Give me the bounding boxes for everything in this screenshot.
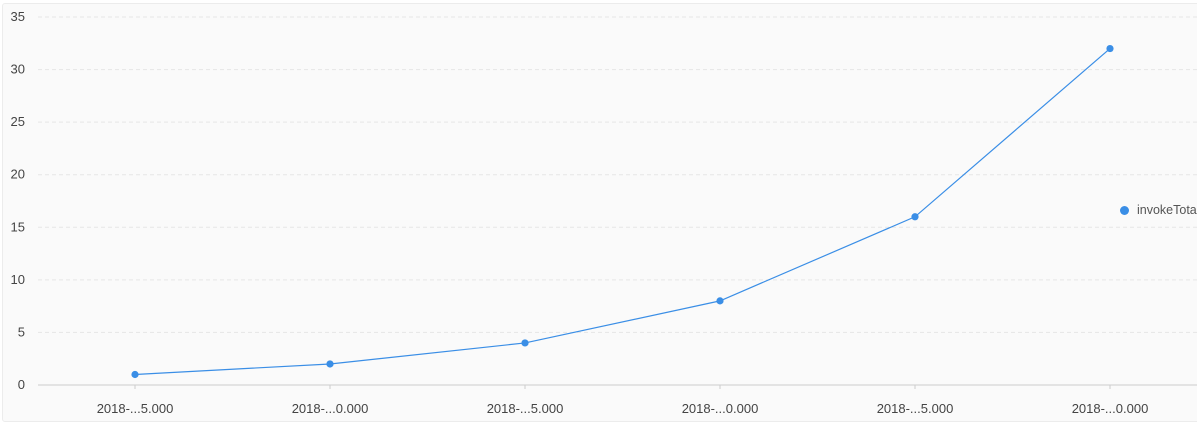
x-tick-label: 2018-...5.000 xyxy=(877,401,954,416)
data-point xyxy=(911,213,919,221)
y-tick-label: 20 xyxy=(11,167,25,182)
x-tick-label: 2018-...0.000 xyxy=(1072,401,1149,416)
x-tick-label: 2018-...5.000 xyxy=(97,401,174,416)
chart-panel xyxy=(2,3,1197,422)
series-line xyxy=(134,48,1111,376)
y-tick-label: 10 xyxy=(11,272,25,287)
y-tick-label: 30 xyxy=(11,62,25,77)
legend-label: invokeTota xyxy=(1137,203,1197,217)
y-tick-label: 25 xyxy=(11,114,25,129)
data-point xyxy=(326,360,334,368)
data-point xyxy=(131,370,139,379)
data-point xyxy=(521,339,529,347)
y-tick-label: 35 xyxy=(11,9,25,24)
y-tick-label: 5 xyxy=(18,324,25,339)
y-tick-label: 15 xyxy=(11,219,25,234)
legend-marker xyxy=(1120,205,1129,215)
data-point xyxy=(1106,44,1114,53)
data-point xyxy=(716,297,724,305)
x-tick-label: 2018-...0.000 xyxy=(682,401,759,416)
x-tick-label: 2018-...5.000 xyxy=(487,401,564,416)
legend-item[interactable]: invokeTota xyxy=(1120,203,1197,217)
y-tick-label: 0 xyxy=(18,377,25,392)
x-tick-label: 2018-...0.000 xyxy=(292,401,369,416)
